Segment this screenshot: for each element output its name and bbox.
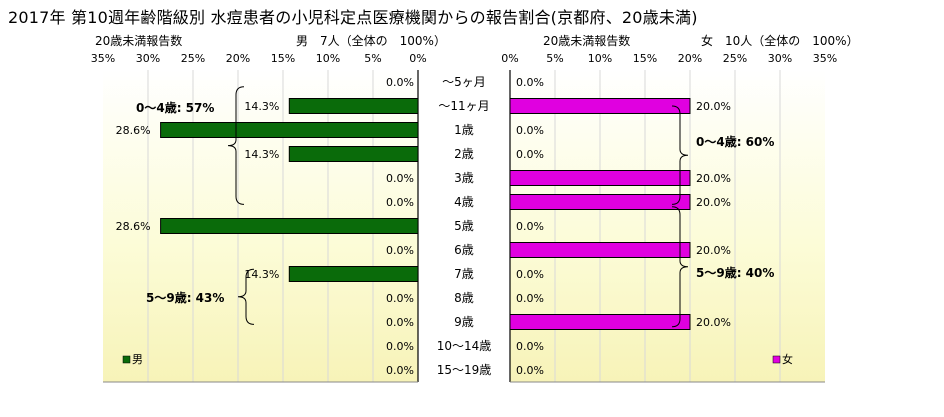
female-header-total: 女 10人（全体の 100%）: [701, 33, 859, 48]
female-x-tick-label: 30%: [768, 52, 792, 65]
category-label: 1歳: [454, 123, 474, 137]
female-value-label: 0.0%: [516, 292, 544, 305]
female-x-tick-label: 15%: [633, 52, 657, 65]
female-bar: [509, 98, 691, 114]
female-value-label: 20.0%: [696, 316, 731, 329]
male-value-label: 0.0%: [386, 340, 414, 353]
category-label: 15～19歳: [437, 363, 492, 377]
male-annotation-0-4: 0～4歳: 57%: [136, 100, 214, 115]
female-x-tick-label: 10%: [588, 52, 612, 65]
female-bar: [509, 194, 691, 210]
category-label: ～11ヶ月: [438, 99, 489, 113]
category-label: 6歳: [454, 243, 474, 257]
male-bar: [288, 266, 419, 282]
male-value-label: 14.3%: [244, 148, 279, 161]
male-bar: [160, 122, 419, 138]
male-value-label: 0.0%: [386, 292, 414, 305]
chart-title: 2017年 第10週年齢階級別 水痘患者の小児科定点医療機関からの報告割合(京都…: [8, 8, 698, 27]
category-label: 4歳: [454, 195, 474, 209]
male-x-tick-label: 10%: [316, 52, 340, 65]
male-bar: [160, 218, 419, 234]
male-x-tick-label: 15%: [271, 52, 295, 65]
male-legend-label: 男: [132, 353, 143, 366]
female-value-label: 0.0%: [516, 220, 544, 233]
female-annotation-0-4: 0～4歳: 60%: [696, 134, 774, 149]
male-value-label: 28.6%: [116, 124, 151, 137]
male-value-label: 28.6%: [116, 220, 151, 233]
category-label: 2歳: [454, 147, 474, 161]
female-bar: [509, 314, 691, 330]
male-value-label: 0.0%: [386, 244, 414, 257]
male-value-label: 0.0%: [386, 76, 414, 89]
female-annotation-5-9: 5～9歳: 40%: [696, 265, 774, 280]
category-label: 10～14歳: [437, 339, 492, 353]
category-label: 7歳: [454, 267, 474, 281]
female-value-label: 20.0%: [696, 196, 731, 209]
male-value-label: 14.3%: [244, 100, 279, 113]
category-label: 9歳: [454, 315, 474, 329]
female-legend-label: 女: [782, 352, 793, 366]
female-x-tick-label: 35%: [813, 52, 837, 65]
male-legend-swatch: [122, 355, 131, 364]
category-label: ～5ヶ月: [442, 75, 486, 89]
male-value-label: 0.0%: [386, 316, 414, 329]
female-brace-5-9: [671, 206, 689, 328]
category-label: 3歳: [454, 171, 474, 185]
male-value-label: 0.0%: [386, 172, 414, 185]
female-value-label: 0.0%: [516, 148, 544, 161]
female-x-tick-label: 20%: [678, 52, 702, 65]
female-x-tick-label: 5%: [546, 52, 563, 65]
female-bar: [509, 242, 691, 258]
female-bar: [509, 170, 691, 186]
female-plot-area: [510, 70, 825, 382]
female-value-label: 0.0%: [516, 76, 544, 89]
female-x-tick-label: 0%: [501, 52, 518, 65]
male-value-label: 0.0%: [386, 364, 414, 377]
female-value-label: 0.0%: [516, 268, 544, 281]
male-value-label: 14.3%: [244, 268, 279, 281]
female-value-label: 0.0%: [516, 124, 544, 137]
male-annotation-5-9: 5～9歳: 43%: [146, 290, 224, 305]
category-label: 5歳: [454, 219, 474, 233]
female-x-tick-label: 25%: [723, 52, 747, 65]
female-value-label: 20.0%: [696, 244, 731, 257]
male-bar: [288, 146, 419, 162]
female-brace-0-4: [671, 105, 689, 205]
female-header-label: 20歳未満報告数: [543, 33, 630, 48]
male-header-total: 男 7人（全体の 100%）: [296, 33, 446, 48]
male-x-tick-label: 5%: [364, 52, 381, 65]
female-legend-swatch: [772, 355, 781, 364]
male-x-tick-label: 20%: [226, 52, 250, 65]
male-brace-0-4: [227, 86, 245, 205]
male-value-label: 0.0%: [386, 196, 414, 209]
male-x-tick-label: 30%: [136, 52, 160, 65]
female-value-label: 20.0%: [696, 100, 731, 113]
female-value-label: 20.0%: [696, 172, 731, 185]
male-brace-5-9: [237, 268, 255, 325]
female-value-label: 0.0%: [516, 364, 544, 377]
male-x-tick-label: 35%: [91, 52, 115, 65]
male-bar: [288, 98, 419, 114]
male-x-tick-label: 25%: [181, 52, 205, 65]
category-label: 8歳: [454, 291, 474, 305]
female-value-label: 0.0%: [516, 340, 544, 353]
male-x-tick-label: 0%: [409, 52, 426, 65]
male-header-label: 20歳未満報告数: [95, 33, 182, 48]
